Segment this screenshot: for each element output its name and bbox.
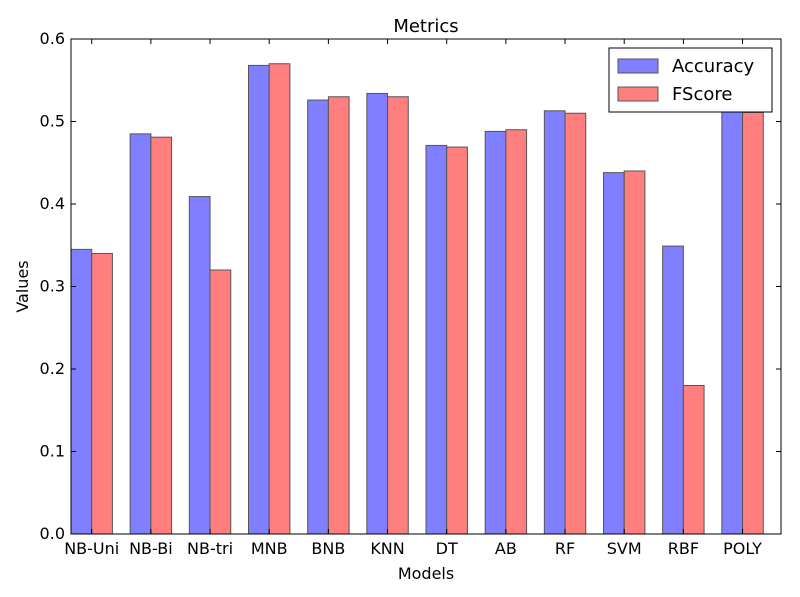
bar-accuracy-mnb [248, 64, 270, 535]
bar-fscore-nb-bi [150, 136, 173, 535]
y-tick-label: 0.1 [40, 442, 65, 461]
x-tick-label-nb-tri: NB-tri [187, 539, 233, 558]
bar-accuracy-nb-uni [70, 248, 93, 535]
bar-fscore-bnb [327, 96, 350, 535]
legend-swatch-fscore [617, 86, 659, 102]
x-tick-label-nb-uni: NB-Uni [64, 539, 119, 558]
legend-swatch-accuracy [617, 58, 659, 74]
y-tick-label: 0.2 [40, 359, 65, 378]
ticks-layer [71, 38, 781, 535]
bar-accuracy-bnb [307, 99, 329, 535]
bar-accuracy-ab [484, 130, 507, 535]
x-tick-label-rbf: RBF [668, 539, 699, 558]
legend-label-accuracy: Accuracy [672, 56, 755, 77]
bar-fscore-ab [505, 129, 528, 535]
x-tick-label-nb-bi: NB-Bi [129, 539, 173, 558]
x-tick-label-rf: RF [555, 539, 575, 558]
bar-fscore-rbf [682, 385, 705, 535]
x-axis-label: Models [398, 564, 454, 583]
y-axis-label: Values [13, 260, 32, 312]
bar-accuracy-dt [425, 144, 448, 535]
bars-layer [70, 63, 764, 535]
bar-fscore-poly [742, 111, 764, 535]
x-tick-label-svm: SVM [607, 539, 642, 558]
x-tick-label-bnb: BNB [311, 539, 345, 558]
bar-accuracy-svm [603, 172, 625, 535]
y-tick-label: 0.0 [40, 524, 65, 543]
bar-fscore-rf [564, 112, 587, 535]
y-tick-label: 0.6 [40, 29, 65, 48]
chart-title: Metrics [393, 16, 458, 37]
y-tick-label: 0.4 [40, 194, 65, 213]
bar-fscore-dt [446, 146, 468, 535]
x-tick-label-dt: DT [436, 539, 458, 558]
x-tick-label-ab: AB [495, 539, 517, 558]
x-tick-label-poly: POLY [723, 539, 762, 558]
bar-fscore-nb-tri [209, 269, 232, 535]
bar-accuracy-nb-bi [129, 133, 152, 535]
bar-fscore-knn [387, 96, 409, 535]
bar-accuracy-poly [721, 110, 744, 535]
legend-label-fscore: FScore [672, 84, 732, 105]
bar-accuracy-rbf [662, 245, 684, 535]
bar-accuracy-nb-tri [188, 196, 211, 535]
y-tick-label: 0.5 [40, 112, 65, 131]
legend: Accuracy FScore [608, 47, 773, 113]
bar-accuracy-knn [366, 92, 389, 535]
x-tick-label-mnb: MNB [251, 539, 288, 558]
y-tick-label: 0.3 [40, 277, 65, 296]
bar-fscore-svm [623, 170, 646, 535]
tick-labels-layer: 0.0 0.1 0.2 0.3 0.4 0.5 0.6 NB-Uni NB-Bi NB-tri MN… [40, 29, 763, 558]
bar-fscore-mnb [268, 63, 291, 535]
x-tick-label-knn: KNN [370, 539, 404, 558]
bar-fscore-nb-uni [91, 253, 113, 535]
bar-accuracy-rf [543, 110, 566, 535]
